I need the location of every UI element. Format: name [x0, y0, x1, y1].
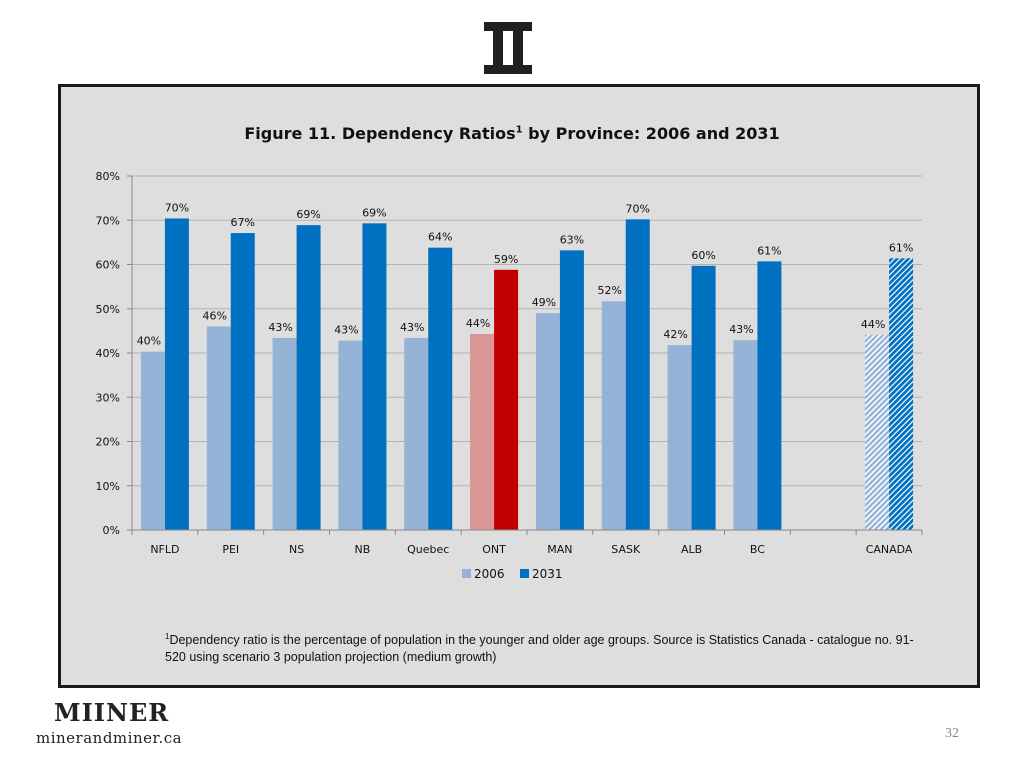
bar-2031-bc — [757, 261, 782, 530]
x-tick-label: PEI — [222, 543, 239, 556]
bar-2006-nb — [338, 340, 363, 530]
data-label: 70% — [626, 202, 650, 215]
footnote-marker: 1 — [165, 632, 170, 641]
y-tick-label: 20% — [96, 436, 120, 449]
y-tick-label: 40% — [96, 347, 120, 360]
bars — [140, 218, 914, 531]
legend-label-2006: 2006 — [474, 567, 505, 581]
bar-2006-bc — [733, 340, 758, 530]
bar-2006-nfld — [140, 351, 165, 530]
x-tick-label: ONT — [482, 543, 506, 556]
x-tick-label: BC — [750, 543, 765, 556]
data-label: 43% — [334, 324, 358, 337]
x-tick-label: NFLD — [150, 543, 179, 556]
legend-swatch-2006 — [462, 569, 471, 578]
data-label: 70% — [165, 201, 189, 214]
gridlines — [132, 175, 922, 487]
legend-swatch-2031 — [520, 569, 529, 578]
chart-title-tail: by Province: 2006 and 2031 — [522, 124, 780, 143]
bar-2006-ont — [470, 333, 495, 530]
chart-title-main: Figure 11. Dependency Ratios — [244, 124, 516, 143]
y-tick-label: 60% — [96, 259, 120, 272]
data-label: 52% — [598, 284, 622, 297]
page-number: 32 — [945, 726, 959, 741]
bar-2031-pei — [230, 233, 255, 530]
bar-2031-nfld — [164, 218, 189, 531]
x-tick-label: Quebec — [407, 543, 449, 556]
bar-2006-quebec — [404, 337, 429, 530]
data-label: 61% — [889, 241, 913, 254]
x-tick-label: MAN — [547, 543, 572, 556]
bar-2006-canada — [865, 334, 890, 530]
x-tick-label: NB — [355, 543, 371, 556]
bar-2006-sask — [601, 301, 626, 530]
y-tick-label: 70% — [96, 214, 120, 227]
brand-logo: MIINER minerandminer.ca — [36, 698, 182, 747]
y-tick-label: 30% — [96, 391, 120, 404]
data-label: 69% — [296, 208, 320, 221]
brand-url: minerandminer.ca — [36, 729, 183, 747]
bar-2006-alb — [667, 345, 692, 530]
bar-2031-ns — [296, 225, 321, 530]
y-tick-label: 50% — [96, 303, 120, 316]
data-label: 69% — [362, 206, 386, 219]
bar-2031-canada — [889, 258, 914, 530]
bar-2006-ns — [272, 337, 297, 530]
bar-2031-sask — [625, 219, 650, 531]
legend-label-2031: 2031 — [532, 567, 563, 581]
bar-2031-ont — [494, 269, 519, 530]
brand-name: MIINER — [54, 698, 170, 727]
data-label: 61% — [757, 244, 781, 257]
data-label: 59% — [494, 253, 518, 266]
chart-title: Figure 11. Dependency Ratios1 by Provinc… — [0, 124, 1024, 143]
bar-2006-pei — [206, 326, 231, 530]
bar-2031-alb — [691, 265, 716, 530]
data-label: 43% — [729, 323, 753, 336]
data-labels: 40% 46% 43% 43% 43% 44% 49% 52% 42% 43% 44% 70% 67% 6… — [137, 201, 914, 347]
data-label: 67% — [231, 216, 255, 229]
x-tick-label: NS — [289, 543, 304, 556]
y-axis: 0% 10% 20% 30% 40% 50% 60% 70% 80% — [96, 170, 133, 537]
data-label: 64% — [428, 231, 452, 244]
data-label: 43% — [400, 321, 424, 334]
data-label: 46% — [203, 309, 227, 322]
x-tick-label: ALB — [681, 543, 702, 556]
chart-title-superscript: 1 — [515, 124, 523, 136]
y-tick-label: 0% — [103, 524, 120, 537]
data-label: 44% — [466, 317, 490, 330]
bar-2031-nb — [362, 223, 387, 530]
roman-numeral-two-logo — [484, 22, 532, 74]
bar-2031-quebec — [428, 247, 453, 530]
bar-2006-man — [535, 313, 560, 530]
y-tick-label: 80% — [96, 170, 120, 183]
y-tick-label: 10% — [96, 480, 120, 493]
bar-2031-man — [559, 250, 584, 530]
data-label: 63% — [560, 233, 584, 246]
footnote: 1Dependency ratio is the percentage of p… — [165, 628, 925, 666]
data-label: 42% — [663, 328, 687, 341]
footnote-text: Dependency ratio is the percentage of po… — [165, 633, 914, 665]
x-axis: NFLD PEI NS NB Quebec ONT MAN SASK ALB BC CANADA — [131, 529, 923, 556]
x-tick-label: CANADA — [866, 543, 913, 556]
x-tick-label: SASK — [611, 543, 641, 556]
data-label: 49% — [532, 296, 556, 309]
legend: 2006 2031 — [462, 567, 563, 581]
data-label: 44% — [861, 318, 885, 331]
data-label: 60% — [691, 249, 715, 262]
data-label: 40% — [137, 335, 161, 348]
data-label: 43% — [268, 321, 292, 334]
